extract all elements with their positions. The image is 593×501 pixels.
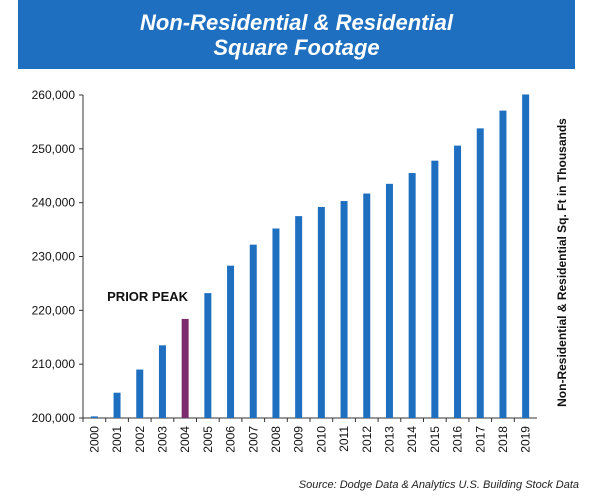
x-tick-label: 2011 xyxy=(337,426,351,452)
x-tick-label: 2018 xyxy=(496,426,510,453)
bar-2007 xyxy=(249,244,257,418)
x-tick-label: 2013 xyxy=(382,426,396,453)
bar-2005 xyxy=(204,293,212,418)
x-axis: 2000 2001 2002 2003 2004 2005 2006 2007 2008 2009… xyxy=(82,417,537,453)
bar-2011 xyxy=(340,201,348,418)
y-tick-label: 220,000 xyxy=(32,303,76,317)
bars xyxy=(90,94,530,419)
bar-2003 xyxy=(158,345,166,418)
bar-2013 xyxy=(385,183,393,418)
x-tick-label: 2006 xyxy=(224,426,238,453)
x-tick-label: 2000 xyxy=(87,426,101,453)
x-tick-label: 2012 xyxy=(360,426,374,453)
prior-peak-annotation: PRIOR PEAK xyxy=(107,289,189,304)
y-tick-label: 250,000 xyxy=(32,142,76,156)
x-tick-label: 2001 xyxy=(110,426,124,453)
x-tick-label: 2009 xyxy=(292,426,306,453)
y-tick-label: 210,000 xyxy=(32,357,76,371)
bar-2008 xyxy=(272,228,280,418)
chart-title-line-2: Square Footage xyxy=(213,35,380,60)
bar-2006 xyxy=(227,265,235,418)
y-tick-label: 260,000 xyxy=(32,88,76,102)
x-tick-label: 2008 xyxy=(269,426,283,453)
x-tick-label: 2019 xyxy=(519,426,533,453)
bar-2010 xyxy=(317,206,325,418)
bar-2009 xyxy=(295,216,303,418)
chart-title-line-1: Non-Residential & Residential xyxy=(140,10,453,35)
bar-2012 xyxy=(363,193,371,418)
bar-2000 xyxy=(90,416,98,418)
bar-2019 xyxy=(522,94,530,418)
title-banner: Non-Residential & Residential Square Foo… xyxy=(18,0,575,69)
bar-2001 xyxy=(113,392,121,418)
y-tick-label: 240,000 xyxy=(32,196,76,210)
source-note: Source: Dodge Data & Analytics U.S. Buil… xyxy=(298,479,579,491)
bar-2015 xyxy=(431,160,439,418)
x-tick-label: 2015 xyxy=(428,426,442,453)
bar-2018 xyxy=(499,110,507,418)
y-axis: 200,000 210,000 220,000 230,000 240,000 250,0… xyxy=(32,88,84,425)
bar-2017 xyxy=(476,128,484,419)
bar-2004 xyxy=(181,318,189,418)
x-tick-label: 2004 xyxy=(178,426,192,453)
x-tick-label: 2016 xyxy=(451,426,465,453)
y-tick-label: 230,000 xyxy=(32,250,76,264)
x-tick-label: 2007 xyxy=(246,426,260,453)
x-tick-label: 2003 xyxy=(155,426,169,453)
y-tick-label: 200,000 xyxy=(32,411,76,425)
bar-2014 xyxy=(408,173,416,418)
bar-2002 xyxy=(136,369,144,418)
x-tick-label: 2002 xyxy=(133,426,147,453)
x-tick-label: 2010 xyxy=(314,426,328,453)
x-tick-label: 2005 xyxy=(201,426,215,453)
y-axis-label: Non-Residential & Residential Sq. Ft in … xyxy=(555,118,569,407)
x-tick-label: 2017 xyxy=(473,426,487,453)
bar-2016 xyxy=(454,145,462,418)
x-tick-label: 2014 xyxy=(405,426,419,453)
